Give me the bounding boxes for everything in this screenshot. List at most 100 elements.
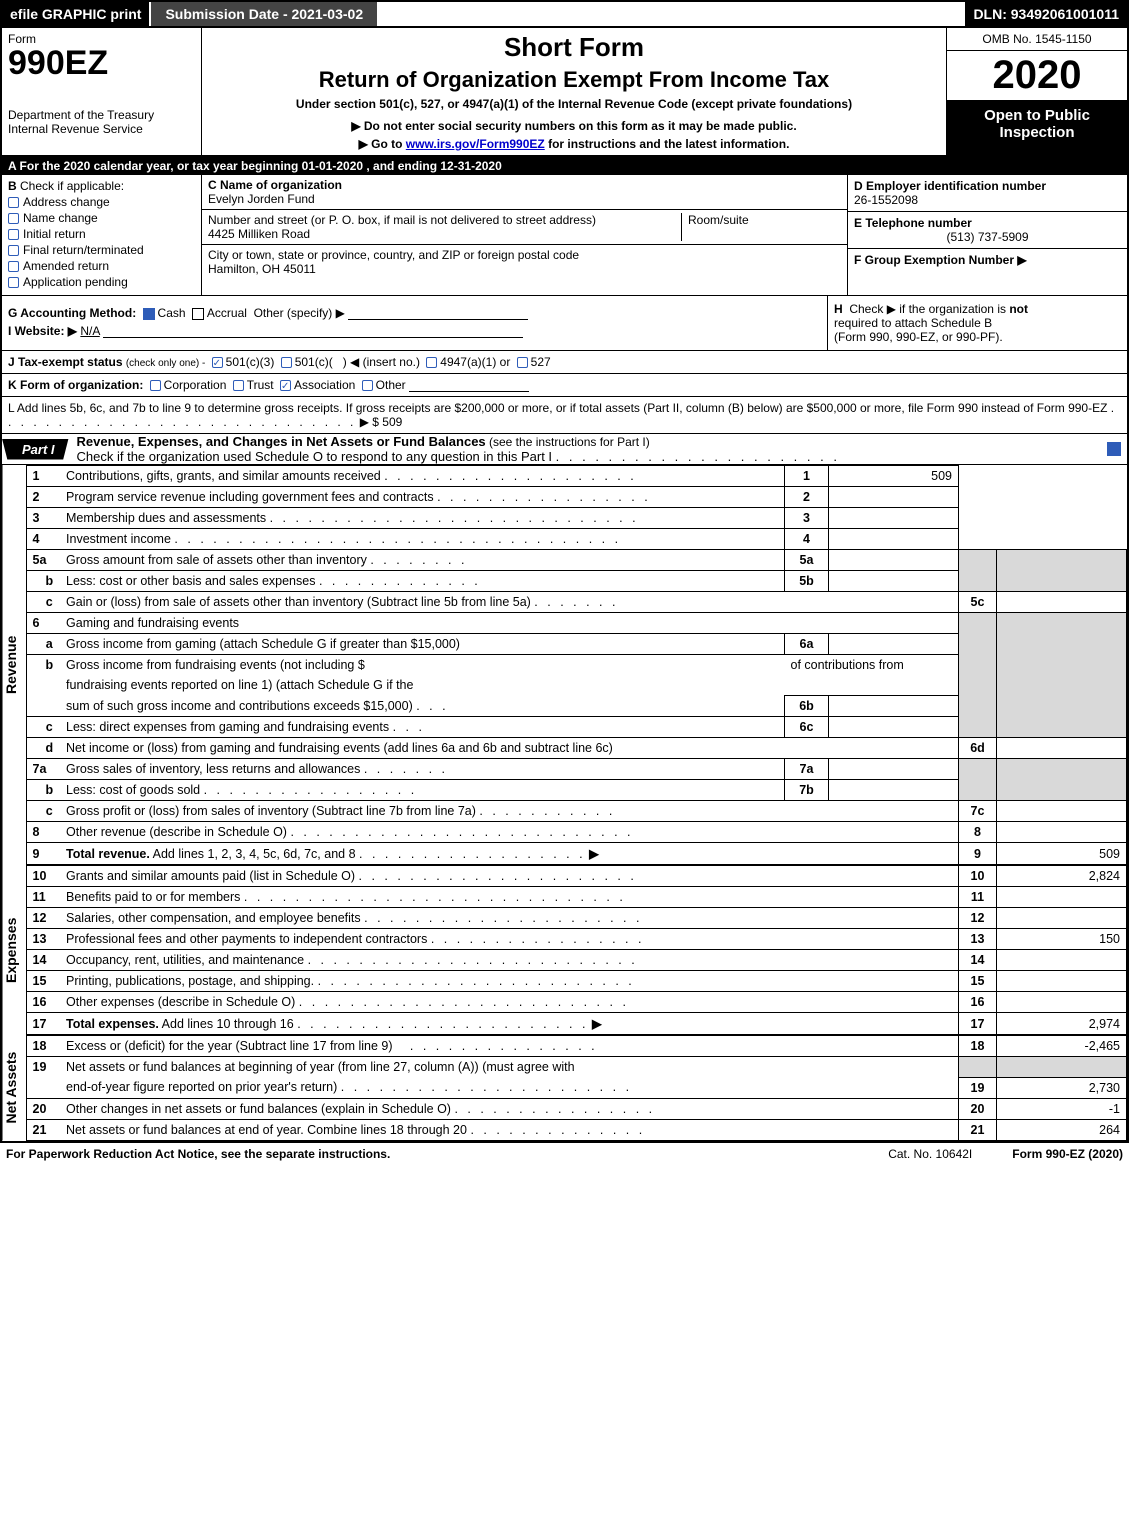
efile-topbar: efile GRAPHIC print Submission Date - 20… (0, 0, 1129, 28)
line-box: 13 (959, 929, 997, 950)
dots: . . . . . . . . . . . . . . . . . . . . … (270, 511, 639, 525)
line-9: 9Total revenue. Add lines 1, 2, 3, 4, 5c… (26, 843, 1126, 865)
line-box: 21 (959, 1119, 997, 1140)
part-i-checkbox[interactable] (1107, 442, 1121, 456)
line-desc: Total expenses. Add lines 10 through 16 … (60, 1013, 958, 1035)
chk-label: Final return/terminated (23, 243, 144, 257)
g-accounting: G Accounting Method: Cash Accrual Other … (8, 306, 821, 320)
line-desc: fundraising events reported on line 1) (… (60, 675, 958, 696)
chk-corp[interactable] (150, 380, 161, 391)
checkbox-icon (8, 197, 19, 208)
shade-box (959, 550, 997, 592)
section-g-h: G Accounting Method: Cash Accrual Other … (2, 296, 1127, 351)
g-other-blank[interactable] (348, 306, 528, 320)
line-text: Other revenue (describe in Schedule O) (66, 825, 287, 839)
line-val: -2,465 (997, 1036, 1127, 1057)
chk-accrual[interactable] (192, 308, 204, 320)
line-box: 14 (959, 950, 997, 971)
line-desc: Gross income from fundraising events (no… (60, 655, 784, 676)
topbar-spacer (379, 2, 965, 26)
line-15: 15Printing, publications, postage, and s… (26, 971, 1126, 992)
dots: . . . . . . . . . . . . . . . . . . . . … (308, 953, 638, 967)
chk-final-return[interactable]: Final return/terminated (8, 243, 195, 257)
shade-val (997, 550, 1127, 592)
line-box: 18 (959, 1036, 997, 1057)
k-label: K Form of organization: (8, 378, 143, 392)
line-val (997, 592, 1127, 613)
arrow-icon: ▶ (592, 1017, 602, 1031)
line-text: Gross sales of inventory, less returns a… (66, 762, 360, 776)
line-desc: Membership dues and assessments . . . . … (60, 508, 784, 529)
expenses-side-label: Expenses (2, 865, 26, 1035)
l-text: L Add lines 5b, 6c, and 7b to line 9 to … (8, 401, 1107, 415)
line-desc: Gross sales of inventory, less returns a… (60, 759, 784, 780)
line-desc: end-of-year figure reported on prior yea… (60, 1077, 958, 1098)
part-i-bar: Part I Revenue, Expenses, and Changes in… (2, 434, 1127, 465)
efile-label[interactable]: efile GRAPHIC print (2, 2, 149, 26)
line-text: Less: cost or other basis and sales expe… (66, 574, 315, 588)
chk-other-org[interactable] (362, 380, 373, 391)
c-name-label: C Name of organization (208, 178, 841, 192)
line-num: 15 (26, 971, 60, 992)
chk-4947[interactable] (426, 357, 437, 368)
chk-assoc[interactable] (280, 380, 291, 391)
line-box: 16 (959, 992, 997, 1013)
line-5a: 5aGross amount from sale of assets other… (26, 550, 1126, 571)
line-text: Gross amount from sale of assets other t… (66, 553, 367, 567)
line-num: 18 (26, 1036, 60, 1057)
chk-527[interactable] (517, 357, 528, 368)
line-desc: Less: direct expenses from gaming and fu… (60, 717, 784, 738)
checkbox-icon (8, 245, 19, 256)
chk-application-pending[interactable]: Application pending (8, 275, 195, 289)
line-num: d (26, 738, 60, 759)
info-block: B Check if applicable: Address change Na… (2, 175, 1127, 296)
line-val: 509 (829, 466, 959, 487)
k-other-blank (409, 380, 529, 392)
irs-link[interactable]: www.irs.gov/Form990EZ (406, 137, 545, 151)
chk-trust[interactable] (233, 380, 244, 391)
dots: . . . . . . . . . . . . . . . . . . . . … (318, 974, 635, 988)
shade-box (959, 613, 997, 738)
line-num: 16 (26, 992, 60, 1013)
line-num: 9 (26, 843, 60, 865)
b-check-if: Check if applicable: (20, 179, 124, 193)
omb-number: OMB No. 1545-1150 (947, 28, 1127, 51)
street: 4425 Milliken Road (208, 227, 681, 241)
chk-label: Application pending (23, 275, 128, 289)
line-box: 15 (959, 971, 997, 992)
chk-amended-return[interactable]: Amended return (8, 259, 195, 273)
line-desc: Benefits paid to or for members . . . . … (60, 887, 958, 908)
expenses-table: 10Grants and similar amounts paid (list … (26, 865, 1127, 1035)
line-box: 5c (959, 592, 997, 613)
line-desc: Net income or (loss) from gaming and fun… (60, 738, 958, 759)
short-form: Short Form (208, 32, 940, 63)
footer-left: For Paperwork Reduction Act Notice, see … (6, 1147, 848, 1161)
line-text: Add lines 10 through 16 (159, 1017, 294, 1031)
line-box: 17 (959, 1013, 997, 1035)
mid-val (829, 717, 959, 738)
chk-initial-return[interactable]: Initial return (8, 227, 195, 241)
website-blank (103, 324, 523, 338)
line-desc: Gross income from gaming (attach Schedul… (60, 634, 784, 655)
f-label: F Group Exemption Number ▶ (854, 253, 1027, 267)
chk-cash[interactable] (143, 308, 155, 320)
line-val: 2,974 (997, 1013, 1127, 1035)
line-desc: Contributions, gifts, grants, and simila… (60, 466, 784, 487)
checkbox-icon (8, 277, 19, 288)
chk-501c[interactable] (281, 357, 292, 368)
chk-name-change[interactable]: Name change (8, 211, 195, 225)
chk-501c3[interactable] (212, 357, 223, 368)
chk-address-change[interactable]: Address change (8, 195, 195, 209)
line-val (997, 801, 1127, 822)
line-num (26, 1077, 60, 1098)
mid-val (829, 780, 959, 801)
mid-val (829, 696, 959, 717)
line-text: Add lines 1, 2, 3, 4, 5c, 6d, 7c, and 8 (150, 847, 356, 861)
line-val: 150 (997, 929, 1127, 950)
line-num: 11 (26, 887, 60, 908)
header-left: Form 990EZ Department of the Treasury In… (2, 28, 202, 155)
line-num: 8 (26, 822, 60, 843)
line-8: 8Other revenue (describe in Schedule O) … (26, 822, 1126, 843)
dots: . . . (416, 699, 448, 713)
line-num: 21 (26, 1119, 60, 1140)
